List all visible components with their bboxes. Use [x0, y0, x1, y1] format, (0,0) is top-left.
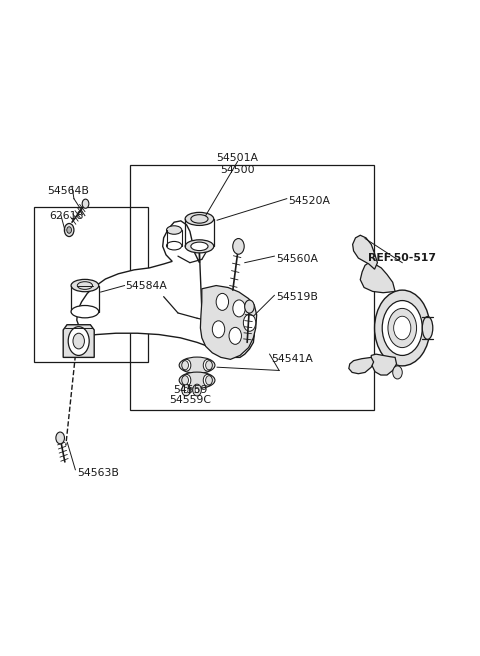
Circle shape — [394, 316, 411, 340]
Circle shape — [243, 314, 256, 331]
Circle shape — [182, 359, 191, 371]
Circle shape — [182, 384, 191, 396]
Ellipse shape — [179, 357, 215, 373]
Polygon shape — [349, 358, 373, 374]
Circle shape — [382, 300, 422, 356]
Circle shape — [73, 333, 84, 349]
Circle shape — [216, 293, 228, 310]
Circle shape — [193, 384, 201, 396]
Text: 54560A: 54560A — [276, 255, 318, 264]
Circle shape — [388, 308, 417, 348]
Ellipse shape — [191, 215, 208, 223]
Ellipse shape — [422, 317, 433, 339]
Circle shape — [245, 300, 254, 313]
Text: 54559C: 54559C — [169, 395, 211, 405]
Circle shape — [182, 361, 189, 370]
Text: 62618: 62618 — [49, 211, 84, 220]
Polygon shape — [77, 221, 254, 358]
Circle shape — [56, 432, 64, 444]
Circle shape — [374, 290, 430, 366]
Circle shape — [212, 321, 225, 338]
Ellipse shape — [191, 242, 208, 251]
Circle shape — [182, 375, 191, 386]
Ellipse shape — [185, 213, 214, 226]
Polygon shape — [200, 285, 257, 359]
Polygon shape — [353, 236, 377, 269]
Polygon shape — [371, 354, 396, 375]
Polygon shape — [63, 325, 94, 358]
Ellipse shape — [71, 279, 99, 292]
Ellipse shape — [167, 241, 182, 250]
Circle shape — [233, 239, 244, 255]
Text: 54564B: 54564B — [47, 186, 89, 196]
Text: 54559: 54559 — [173, 385, 207, 395]
Circle shape — [203, 359, 212, 371]
Circle shape — [68, 327, 89, 356]
Text: 54501A: 54501A — [216, 153, 259, 163]
Circle shape — [205, 376, 212, 385]
Circle shape — [82, 199, 89, 208]
Circle shape — [182, 376, 189, 385]
Circle shape — [67, 227, 72, 234]
Text: 54500: 54500 — [220, 165, 255, 175]
Circle shape — [203, 375, 212, 386]
Text: 54563B: 54563B — [77, 468, 119, 478]
Circle shape — [64, 224, 74, 237]
Circle shape — [184, 388, 188, 393]
Text: 54520A: 54520A — [288, 195, 330, 205]
Text: 54541A: 54541A — [271, 354, 313, 363]
Circle shape — [195, 388, 199, 393]
Ellipse shape — [71, 306, 99, 318]
Ellipse shape — [179, 372, 215, 388]
Circle shape — [229, 327, 241, 344]
Circle shape — [205, 361, 212, 370]
Ellipse shape — [77, 281, 93, 289]
Text: 54519B: 54519B — [276, 292, 318, 302]
Ellipse shape — [185, 240, 214, 253]
Circle shape — [233, 300, 245, 317]
Circle shape — [393, 366, 402, 379]
Ellipse shape — [167, 226, 182, 234]
Text: REF.50-517: REF.50-517 — [368, 253, 436, 263]
Text: 54584A: 54584A — [125, 281, 168, 291]
Polygon shape — [360, 262, 395, 293]
